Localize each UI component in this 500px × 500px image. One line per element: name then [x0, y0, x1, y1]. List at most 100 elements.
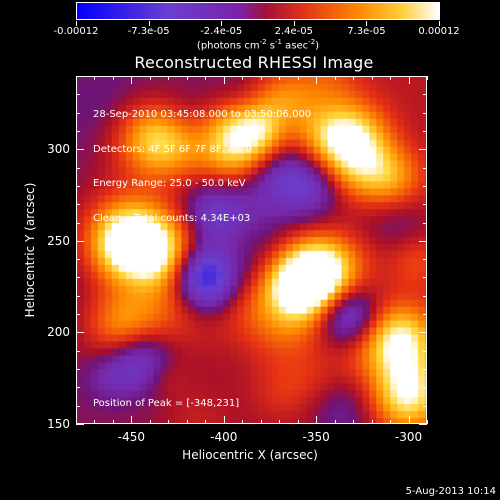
x-tick-label: -450 [117, 430, 146, 444]
y-tick [76, 332, 84, 334]
y-minor-tick [76, 112, 80, 114]
x-tick-label: -400 [210, 430, 238, 444]
x-tick [223, 76, 225, 84]
info-line-energy: Energy Range: 25.0 - 50.0 keV [93, 178, 246, 189]
y-tick [76, 149, 84, 151]
x-tick [131, 416, 133, 424]
x-minor-tick [260, 76, 262, 80]
footer-date: 5-Aug-2013 10:14 [405, 486, 496, 497]
x-minor-tick [371, 420, 373, 424]
colorbar-tick-label: 7.3e-05 [347, 26, 386, 37]
y-minor-tick [76, 204, 80, 206]
y-minor-tick [423, 94, 427, 96]
x-minor-tick [390, 76, 392, 80]
colorbar-tick-label: -0.00012 [53, 26, 99, 37]
y-minor-tick [423, 314, 427, 316]
x-minor-tick [334, 420, 336, 424]
y-minor-tick [423, 369, 427, 371]
y-tick-label: 200 [47, 325, 70, 340]
y-minor-tick [76, 387, 80, 389]
x-minor-tick [205, 76, 207, 80]
colorbar-tick-label: 0.00012 [418, 26, 460, 37]
x-minor-tick [297, 420, 299, 424]
y-minor-tick [76, 295, 80, 297]
y-minor-tick [76, 94, 80, 96]
x-minor-tick [242, 420, 244, 424]
x-tick [223, 416, 225, 424]
info-line-detectors: Detectors: 4F 5F 6F 7F 8F, Att 0 [93, 143, 253, 155]
y-minor-tick [76, 259, 80, 261]
x-minor-tick [94, 420, 96, 424]
colorbar-tick [366, 21, 368, 26]
y-minor-tick [423, 387, 427, 389]
y-tick [419, 332, 427, 334]
x-tick [316, 416, 318, 424]
y-minor-tick [76, 185, 80, 187]
colorbar-tick [293, 21, 295, 26]
x-minor-tick [168, 420, 170, 424]
y-minor-tick [76, 76, 80, 77]
y-minor-tick [76, 130, 80, 132]
x-minor-tick [371, 76, 373, 80]
y-minor-tick [423, 130, 427, 132]
y-tick [419, 149, 427, 151]
x-minor-tick [390, 420, 392, 424]
observation-info: 28-Sep-2010 03:45:08.000 to 03:50:06.000… [93, 86, 311, 236]
colorbar-tick-label: -2.4e-05 [200, 26, 243, 37]
x-tick [408, 76, 410, 84]
x-tick [316, 76, 318, 84]
x-minor-tick [260, 420, 262, 424]
y-minor-tick [423, 259, 427, 261]
y-minor-tick [76, 350, 80, 352]
x-minor-tick [334, 76, 336, 80]
colorbar-tick [76, 21, 77, 26]
colorbar-tick-label: 2.4e-05 [274, 26, 313, 37]
y-minor-tick [423, 167, 427, 169]
x-minor-tick [149, 420, 151, 424]
x-tick [408, 416, 410, 424]
y-minor-tick [76, 277, 80, 279]
x-minor-tick [149, 76, 151, 80]
y-minor-tick [423, 185, 427, 187]
y-tick [76, 240, 84, 242]
x-minor-tick [112, 76, 114, 80]
y-minor-tick [76, 314, 80, 316]
x-minor-tick [279, 420, 281, 424]
y-tick-label: 250 [47, 233, 70, 248]
x-minor-tick [205, 420, 207, 424]
x-axis-label: Heliocentric X (arcsec) [182, 448, 318, 462]
y-minor-tick [76, 222, 80, 224]
colorbar [76, 2, 440, 20]
x-tick [131, 76, 133, 84]
colorbar-tick [439, 21, 440, 26]
x-minor-tick [186, 420, 188, 424]
x-minor-tick [112, 420, 114, 424]
x-minor-tick [427, 420, 428, 424]
y-axis-label: Heliocentric Y (arcsec) [23, 182, 37, 318]
y-minor-tick [76, 167, 80, 169]
y-minor-tick [423, 222, 427, 224]
colorbar-tick-label: -7.3e-05 [127, 26, 170, 37]
y-tick-label: 150 [47, 417, 70, 431]
x-tick-label: -350 [302, 430, 330, 444]
y-minor-tick [423, 295, 427, 297]
y-minor-tick [423, 350, 427, 352]
plot-area [76, 76, 427, 424]
chart-title: Reconstructed RHESSI Image [134, 53, 374, 72]
x-minor-tick [353, 76, 355, 80]
colorbar-units: (photons cm-2 s-1 asec-2) [196, 38, 320, 52]
x-minor-tick [94, 76, 96, 80]
heatmap-image [77, 77, 426, 423]
y-minor-tick [423, 405, 427, 407]
y-minor-tick [423, 112, 427, 114]
colorbar-tick [148, 21, 150, 26]
y-minor-tick [423, 277, 427, 279]
x-minor-tick [353, 420, 355, 424]
y-minor-tick [423, 76, 427, 77]
info-line-clean: Clean Total counts: 4.34E+03 [93, 212, 251, 224]
x-minor-tick [279, 76, 281, 80]
x-tick-label: -300 [394, 430, 423, 444]
y-tick-label: 300 [47, 142, 70, 157]
x-minor-tick [186, 76, 188, 80]
y-tick [419, 424, 427, 425]
